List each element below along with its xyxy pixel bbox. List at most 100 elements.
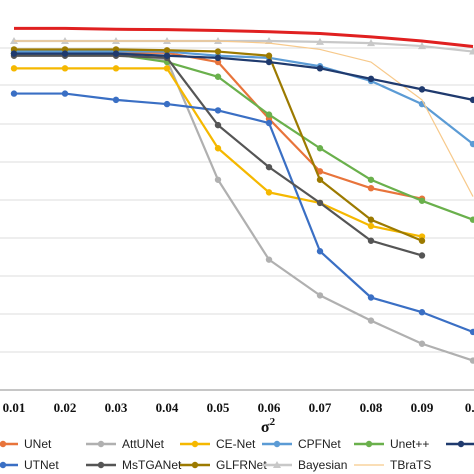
- data-point: [265, 58, 273, 66]
- series-cpfnet: [10, 48, 474, 148]
- data-point: [265, 256, 273, 263]
- data-point: [163, 100, 171, 108]
- data-point: [469, 47, 474, 55]
- data-point: [61, 90, 69, 97]
- data-point: [10, 90, 18, 97]
- legend-item: CE-Net: [180, 437, 256, 451]
- series-line: [14, 50, 474, 145]
- series-unlabeled-11: [10, 50, 474, 104]
- legend-item: GLFRNet: [180, 458, 267, 472]
- series-tbrats: [14, 40, 474, 197]
- legend-label: TBraTS: [390, 458, 431, 472]
- x-tick-label: 0.07: [309, 400, 332, 415]
- legend-swatch-marker: [97, 461, 105, 469]
- x-tick-label: 0.05: [207, 400, 230, 415]
- data-point: [112, 96, 120, 104]
- data-point: [214, 107, 222, 114]
- data-point: [367, 39, 375, 47]
- legend-swatch-marker: [97, 440, 105, 448]
- data-point: [214, 176, 222, 183]
- data-point: [316, 292, 324, 299]
- legend-item: CPFNet: [262, 437, 341, 451]
- data-point: [112, 50, 120, 57]
- x-axis-title-superscript: 2: [270, 416, 276, 428]
- data-point: [316, 176, 324, 183]
- legend-label: Bayesian: [298, 458, 347, 472]
- gridlines: [0, 47, 474, 353]
- legend-label: UNet: [24, 437, 52, 451]
- series-unet-: [10, 50, 474, 223]
- series-line: [14, 92, 474, 334]
- data-point: [214, 121, 222, 129]
- legend-item: TBraTS: [354, 458, 431, 472]
- data-point: [265, 163, 273, 171]
- data-point: [10, 50, 18, 57]
- series-line: [14, 52, 474, 362]
- x-tick-label: 0.1: [465, 400, 474, 415]
- data-point: [469, 216, 474, 223]
- data-point: [316, 37, 324, 45]
- data-point: [265, 52, 273, 59]
- data-point: [367, 176, 375, 183]
- data-point: [61, 50, 69, 57]
- data-point: [163, 47, 171, 54]
- data-point: [316, 145, 324, 152]
- data-point: [316, 248, 324, 255]
- data-point: [163, 52, 171, 59]
- data-point: [367, 216, 375, 223]
- legend-item: UNet: [0, 437, 52, 451]
- series-line: [14, 54, 423, 257]
- series-line: [14, 40, 474, 197]
- data-point: [265, 189, 273, 196]
- legend-swatch-marker: [191, 440, 199, 448]
- data-point: [214, 54, 222, 62]
- data-point: [469, 140, 474, 148]
- data-point: [316, 65, 324, 72]
- x-tick-label: 0.04: [156, 400, 179, 415]
- series-unlabeled-10: [14, 26, 474, 48]
- legend-label: Unet++: [390, 437, 429, 451]
- data-point: [214, 145, 222, 152]
- legend-swatch-marker: [191, 461, 199, 469]
- data-point: [367, 184, 375, 192]
- series-utnet: [10, 90, 474, 336]
- legend-swatch-marker: [0, 461, 7, 469]
- series-mstganet: [10, 52, 426, 259]
- data-point: [469, 96, 474, 104]
- legend-swatch-marker: [0, 440, 7, 448]
- legend-item: Unet++: [354, 437, 429, 451]
- x-tick-labels: 0.01 0.02 0.03 0.04 0.05 0.06 0.07 0.08 0.09 0.1: [3, 400, 474, 415]
- data-point: [10, 65, 18, 72]
- x-tick-label: 0.01: [3, 400, 26, 415]
- data-point: [214, 48, 222, 55]
- legend-item: Bayesian: [262, 458, 347, 472]
- legend-label: CE-Net: [216, 437, 256, 451]
- legend-item: MsTGANet: [86, 458, 182, 472]
- series-lines: [10, 26, 474, 364]
- data-point: [265, 111, 273, 118]
- legend-label: AttUNet: [122, 437, 165, 451]
- legend-label: MsTGANet: [122, 458, 182, 472]
- data-point: [418, 340, 426, 347]
- data-point: [316, 199, 324, 207]
- data-point: [316, 168, 324, 175]
- legend-item: UTNet: [0, 458, 59, 472]
- x-tick-label: 0.03: [105, 400, 128, 415]
- data-point: [214, 73, 222, 80]
- data-point: [265, 37, 273, 45]
- data-point: [418, 86, 426, 93]
- legend-label: UTNet: [24, 458, 59, 472]
- data-point: [367, 222, 375, 230]
- series-line: [14, 52, 474, 101]
- data-point: [61, 65, 69, 72]
- x-tick-label: 0.08: [360, 400, 383, 415]
- x-tick-label: 0.02: [54, 400, 77, 415]
- x-tick-label: 0.09: [411, 400, 434, 415]
- series-attunet: [10, 50, 474, 364]
- legend-swatch-marker: [273, 461, 281, 468]
- data-point: [469, 328, 474, 336]
- data-point: [367, 237, 375, 244]
- data-point: [418, 197, 426, 204]
- legend-swatch-marker: [457, 440, 465, 448]
